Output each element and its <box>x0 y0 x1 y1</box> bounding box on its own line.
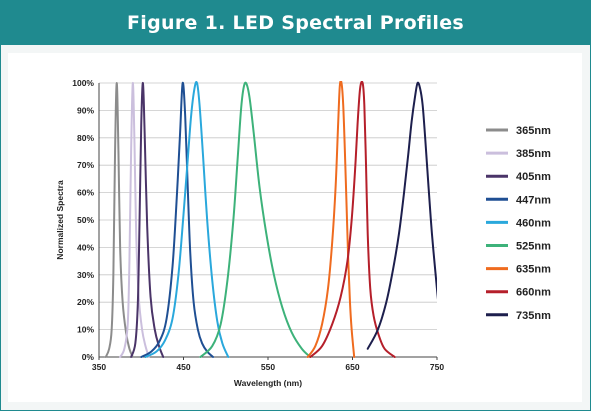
y-tick-label: 10% <box>77 325 94 335</box>
legend-label-385nm: 385nm <box>516 148 551 160</box>
x-tick-label: 650 <box>345 362 359 372</box>
series-line-447nm <box>140 81 215 358</box>
legend-label-735nm: 735nm <box>516 310 551 322</box>
x-tick-label: 350 <box>92 362 106 372</box>
legend-label-635nm: 635nm <box>516 264 551 276</box>
series-line-735nm <box>366 81 437 350</box>
chart-panel: 0% 10% 20% 30% 40% 50% 60% 70% 80% 90% 100% 350 450 5… <box>8 53 582 402</box>
y-tick-label: 90% <box>77 105 94 115</box>
y-tick-label: 60% <box>77 188 94 198</box>
legend-label-365nm: 365nm <box>516 125 551 137</box>
x-tick-label: 750 <box>430 362 444 372</box>
series-line-660nm <box>309 81 396 358</box>
series-line-365nm <box>104 82 134 358</box>
y-tick-label: 70% <box>77 160 94 170</box>
x-tick-label: 550 <box>261 362 275 372</box>
y-tick-label: 50% <box>77 215 94 225</box>
legend-label-660nm: 660nm <box>516 287 551 299</box>
y-tick-label: 0% <box>82 352 95 362</box>
y-tick-label: 30% <box>77 270 94 280</box>
x-axis-title: Wavelength (nm) <box>234 378 302 388</box>
legend-label-525nm: 525nm <box>516 241 551 253</box>
series-line-405nm <box>130 81 165 358</box>
spectral-chart: 0% 10% 20% 30% 40% 50% 60% 70% 80% 90% 100% 350 450 5… <box>55 78 551 388</box>
legend-label-405nm: 405nm <box>516 171 551 183</box>
series-line-385nm <box>119 81 150 358</box>
series-line-460nm <box>144 81 230 358</box>
series-line-525nm <box>199 81 312 358</box>
y-tick-label: 20% <box>77 297 94 307</box>
y-tick-label: 80% <box>77 133 94 143</box>
legend-label-447nm: 447nm <box>516 194 551 206</box>
y-tick-label: 40% <box>77 242 94 252</box>
y-tick-label: 100% <box>72 78 94 88</box>
figure-title: Figure 1. LED Spectral Profiles <box>127 12 464 34</box>
figure-header: Figure 1. LED Spectral Profiles <box>1 1 590 45</box>
y-axis-title: Normalized Spectra <box>55 180 65 260</box>
series-line-635nm <box>306 81 356 358</box>
x-tick-label: 450 <box>176 362 190 372</box>
legend-label-460nm: 460nm <box>516 217 551 229</box>
